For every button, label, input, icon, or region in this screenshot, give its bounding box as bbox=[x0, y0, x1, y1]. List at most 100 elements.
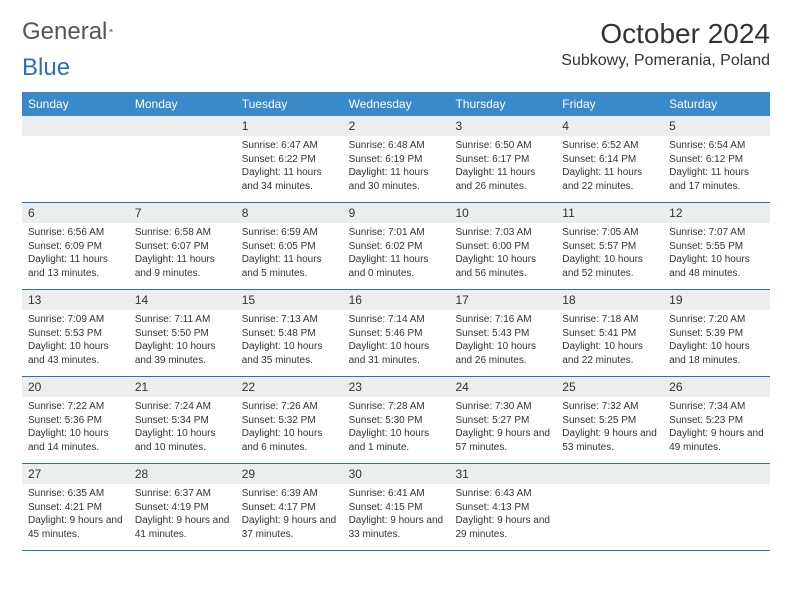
sunset-text: Sunset: 5:46 PM bbox=[349, 327, 444, 341]
sunrise-text: Sunrise: 7:14 AM bbox=[349, 313, 444, 327]
day-cell: 8Sunrise: 6:59 AMSunset: 6:05 PMDaylight… bbox=[236, 203, 343, 289]
sunset-text: Sunset: 4:17 PM bbox=[242, 501, 337, 515]
sunrise-text: Sunrise: 7:28 AM bbox=[349, 400, 444, 414]
daylight-text: Daylight: 10 hours and 18 minutes. bbox=[669, 340, 764, 367]
day-cell: 20Sunrise: 7:22 AMSunset: 5:36 PMDayligh… bbox=[22, 377, 129, 463]
dayname: Saturday bbox=[663, 92, 770, 116]
sunrise-text: Sunrise: 6:37 AM bbox=[135, 487, 230, 501]
day-number: 12 bbox=[663, 203, 770, 223]
day-cell: 21Sunrise: 7:24 AMSunset: 5:34 PMDayligh… bbox=[129, 377, 236, 463]
day-detail: Sunrise: 7:14 AMSunset: 5:46 PMDaylight:… bbox=[343, 310, 450, 372]
day-cell: 2Sunrise: 6:48 AMSunset: 6:19 PMDaylight… bbox=[343, 116, 450, 202]
day-cell: 3Sunrise: 6:50 AMSunset: 6:17 PMDaylight… bbox=[449, 116, 556, 202]
day-detail: Sunrise: 7:11 AMSunset: 5:50 PMDaylight:… bbox=[129, 310, 236, 372]
sunset-text: Sunset: 5:41 PM bbox=[562, 327, 657, 341]
day-cell: 30Sunrise: 6:41 AMSunset: 4:15 PMDayligh… bbox=[343, 464, 450, 550]
sunrise-text: Sunrise: 6:41 AM bbox=[349, 487, 444, 501]
sunrise-text: Sunrise: 7:22 AM bbox=[28, 400, 123, 414]
day-number: 21 bbox=[129, 377, 236, 397]
day-number: 9 bbox=[343, 203, 450, 223]
sunset-text: Sunset: 6:14 PM bbox=[562, 153, 657, 167]
day-detail: Sunrise: 7:20 AMSunset: 5:39 PMDaylight:… bbox=[663, 310, 770, 372]
day-detail bbox=[22, 136, 129, 186]
daylight-text: Daylight: 9 hours and 33 minutes. bbox=[349, 514, 444, 541]
dayname: Tuesday bbox=[236, 92, 343, 116]
sunrise-text: Sunrise: 7:11 AM bbox=[135, 313, 230, 327]
sunset-text: Sunset: 5:48 PM bbox=[242, 327, 337, 341]
day-detail: Sunrise: 6:41 AMSunset: 4:15 PMDaylight:… bbox=[343, 484, 450, 546]
day-cell: 4Sunrise: 6:52 AMSunset: 6:14 PMDaylight… bbox=[556, 116, 663, 202]
daylight-text: Daylight: 11 hours and 30 minutes. bbox=[349, 166, 444, 193]
sunrise-text: Sunrise: 6:35 AM bbox=[28, 487, 123, 501]
daylight-text: Daylight: 10 hours and 22 minutes. bbox=[562, 340, 657, 367]
day-cell bbox=[556, 464, 663, 550]
sunrise-text: Sunrise: 6:59 AM bbox=[242, 226, 337, 240]
day-cell: 18Sunrise: 7:18 AMSunset: 5:41 PMDayligh… bbox=[556, 290, 663, 376]
day-cell: 6Sunrise: 6:56 AMSunset: 6:09 PMDaylight… bbox=[22, 203, 129, 289]
day-detail: Sunrise: 7:01 AMSunset: 6:02 PMDaylight:… bbox=[343, 223, 450, 285]
week-row: 13Sunrise: 7:09 AMSunset: 5:53 PMDayligh… bbox=[22, 290, 770, 377]
daylight-text: Daylight: 10 hours and 1 minute. bbox=[349, 427, 444, 454]
day-detail bbox=[556, 484, 663, 534]
daylight-text: Daylight: 11 hours and 34 minutes. bbox=[242, 166, 337, 193]
sunrise-text: Sunrise: 7:05 AM bbox=[562, 226, 657, 240]
day-detail: Sunrise: 7:16 AMSunset: 5:43 PMDaylight:… bbox=[449, 310, 556, 372]
sunset-text: Sunset: 6:02 PM bbox=[349, 240, 444, 254]
day-number: 20 bbox=[22, 377, 129, 397]
sunset-text: Sunset: 5:23 PM bbox=[669, 414, 764, 428]
sunset-text: Sunset: 6:19 PM bbox=[349, 153, 444, 167]
day-number: 16 bbox=[343, 290, 450, 310]
day-number: 10 bbox=[449, 203, 556, 223]
day-number: 17 bbox=[449, 290, 556, 310]
sunset-text: Sunset: 5:53 PM bbox=[28, 327, 123, 341]
sunset-text: Sunset: 5:57 PM bbox=[562, 240, 657, 254]
daylight-text: Daylight: 10 hours and 56 minutes. bbox=[455, 253, 550, 280]
day-number: 26 bbox=[663, 377, 770, 397]
sunrise-text: Sunrise: 7:07 AM bbox=[669, 226, 764, 240]
day-number: 14 bbox=[129, 290, 236, 310]
sunrise-text: Sunrise: 7:20 AM bbox=[669, 313, 764, 327]
daylight-text: Daylight: 9 hours and 29 minutes. bbox=[455, 514, 550, 541]
sunrise-text: Sunrise: 6:58 AM bbox=[135, 226, 230, 240]
sunrise-text: Sunrise: 7:16 AM bbox=[455, 313, 550, 327]
day-number: 5 bbox=[663, 116, 770, 136]
day-cell: 16Sunrise: 7:14 AMSunset: 5:46 PMDayligh… bbox=[343, 290, 450, 376]
sunset-text: Sunset: 4:21 PM bbox=[28, 501, 123, 515]
day-cell: 29Sunrise: 6:39 AMSunset: 4:17 PMDayligh… bbox=[236, 464, 343, 550]
sunrise-text: Sunrise: 7:26 AM bbox=[242, 400, 337, 414]
day-cell: 14Sunrise: 7:11 AMSunset: 5:50 PMDayligh… bbox=[129, 290, 236, 376]
daylight-text: Daylight: 11 hours and 9 minutes. bbox=[135, 253, 230, 280]
sunset-text: Sunset: 5:30 PM bbox=[349, 414, 444, 428]
day-cell bbox=[663, 464, 770, 550]
daylight-text: Daylight: 9 hours and 57 minutes. bbox=[455, 427, 550, 454]
day-cell: 27Sunrise: 6:35 AMSunset: 4:21 PMDayligh… bbox=[22, 464, 129, 550]
dayname: Friday bbox=[556, 92, 663, 116]
day-detail: Sunrise: 7:32 AMSunset: 5:25 PMDaylight:… bbox=[556, 397, 663, 459]
daylight-text: Daylight: 11 hours and 26 minutes. bbox=[455, 166, 550, 193]
day-detail: Sunrise: 6:56 AMSunset: 6:09 PMDaylight:… bbox=[22, 223, 129, 285]
day-number: 27 bbox=[22, 464, 129, 484]
day-cell: 1Sunrise: 6:47 AMSunset: 6:22 PMDaylight… bbox=[236, 116, 343, 202]
dayname: Wednesday bbox=[343, 92, 450, 116]
sunrise-text: Sunrise: 6:52 AM bbox=[562, 139, 657, 153]
day-detail: Sunrise: 7:24 AMSunset: 5:34 PMDaylight:… bbox=[129, 397, 236, 459]
daylight-text: Daylight: 11 hours and 17 minutes. bbox=[669, 166, 764, 193]
weeks-container: 1Sunrise: 6:47 AMSunset: 6:22 PMDaylight… bbox=[22, 116, 770, 551]
daylight-text: Daylight: 9 hours and 41 minutes. bbox=[135, 514, 230, 541]
daylight-text: Daylight: 9 hours and 53 minutes. bbox=[562, 427, 657, 454]
day-number: 4 bbox=[556, 116, 663, 136]
day-cell: 26Sunrise: 7:34 AMSunset: 5:23 PMDayligh… bbox=[663, 377, 770, 463]
title-block: October 2024 Subkowy, Pomerania, Poland bbox=[561, 18, 770, 70]
sunset-text: Sunset: 6:09 PM bbox=[28, 240, 123, 254]
day-number: 19 bbox=[663, 290, 770, 310]
daylight-text: Daylight: 10 hours and 43 minutes. bbox=[28, 340, 123, 367]
sunset-text: Sunset: 5:25 PM bbox=[562, 414, 657, 428]
day-number bbox=[129, 116, 236, 136]
sunrise-text: Sunrise: 7:32 AM bbox=[562, 400, 657, 414]
sunset-text: Sunset: 5:32 PM bbox=[242, 414, 337, 428]
day-detail: Sunrise: 6:43 AMSunset: 4:13 PMDaylight:… bbox=[449, 484, 556, 546]
week-row: 27 Sunrise: 6:35 AMSunset: 4:21 PM Dayligh… bbox=[22, 464, 770, 551]
day-cell: 17Sunrise: 7:16 AMSunset: 5:43 PMDayligh… bbox=[449, 290, 556, 376]
dayname: Monday bbox=[129, 92, 236, 116]
sunset-text: Sunset: 4:15 PM bbox=[349, 501, 444, 515]
